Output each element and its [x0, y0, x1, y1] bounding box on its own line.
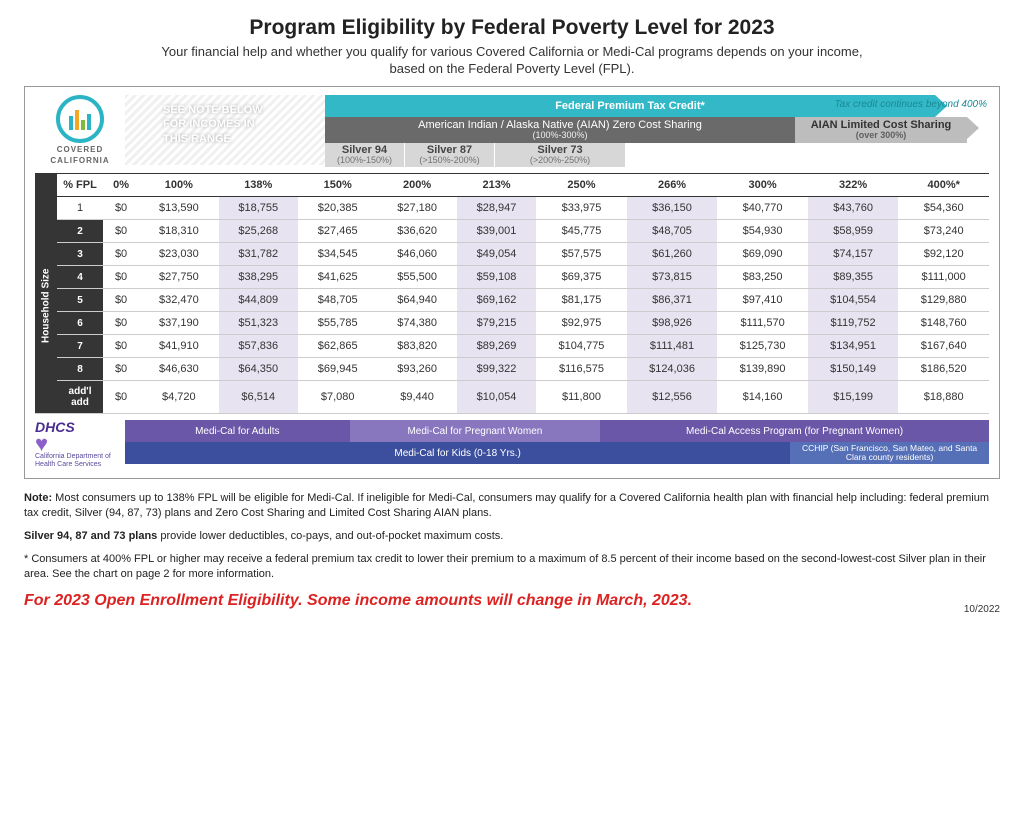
covered-ca-logo: COVERED CALIFORNIA	[35, 95, 125, 165]
table-row: add'l add$0$4,720$6,514$7,080$9,440$10,0…	[35, 381, 989, 414]
note-2: provide lower deductibles, co-pays, and …	[160, 530, 503, 542]
table-row: Household Size1$0$13,590$18,755$20,385$2…	[35, 197, 989, 220]
page-title: Program Eligibility by Federal Poverty L…	[24, 16, 1000, 40]
prog-pregnant: Medi-Cal for Pregnant Women	[350, 420, 601, 442]
band-silver87: Silver 87(>150%-200%)	[405, 143, 495, 167]
table-row: 8$0$46,630$64,350$69,945$93,260$99,322$1…	[35, 358, 989, 381]
band-aian-limited: AIAN Limited Cost Sharing(over 300%)	[795, 117, 967, 143]
dhcs-logo: DHCS ♥ California Department of Health C…	[35, 420, 125, 468]
bottom-program-bars: DHCS ♥ California Department of Health C…	[35, 420, 989, 468]
fpl-table: % FPL0%100%138%150%200%213%250%266%300%3…	[35, 173, 989, 414]
footnotes: Note: Most consumers up to 138% FPL will…	[24, 491, 1000, 581]
note-2-lead: Silver 94, 87 and 73 plans	[24, 530, 157, 542]
prog-cchip: CCHIP (San Francisco, San Mateo, and San…	[790, 442, 989, 464]
table-row: 7$0$41,910$57,836$62,865$83,820$89,269$1…	[35, 335, 989, 358]
see-note-label: SEE NOTE BELOWFOR INCOMES INTHIS RANGE	[163, 103, 263, 146]
enrollment-note: For 2023 Open Enrollment Eligibility. So…	[24, 592, 1000, 610]
chart-frame: COVERED CALIFORNIA SEE NOTE BELOWFOR INC…	[24, 86, 1000, 479]
table-row: 2$0$18,310$25,268$27,465$36,620$39,001$4…	[35, 220, 989, 243]
prog-access: Medi-Cal Access Program (for Pregnant Wo…	[600, 420, 989, 442]
band-silver94: Silver 94(100%-150%)	[325, 143, 405, 167]
table-row: 5$0$32,470$44,809$48,705$64,940$69,162$8…	[35, 289, 989, 312]
band-silver73: Silver 73(>200%-250%)	[495, 143, 625, 167]
table-row: 4$0$27,750$38,295$41,625$55,500$59,108$6…	[35, 266, 989, 289]
note-3: * Consumers at 400% FPL or higher may re…	[24, 552, 1000, 582]
band-fed-tax-cont: Tax credit continues beyond 400%	[834, 99, 987, 110]
table-row: 3$0$23,030$31,782$34,545$46,060$49,054$5…	[35, 243, 989, 266]
subtitle-1: Your financial help and whether you qual…	[24, 44, 1000, 59]
prog-kids: Medi-Cal for Kids (0-18 Yrs.)	[125, 442, 790, 464]
date-stamp: 10/2022	[964, 604, 1000, 615]
band-aian-zero: American Indian / Alaska Native (AIAN) Z…	[325, 117, 795, 143]
note-1: Most consumers up to 138% FPL will be el…	[24, 492, 989, 519]
subtitle-2: based on the Federal Poverty Level (FPL)…	[24, 61, 1000, 76]
prog-adults: Medi-Cal for Adults	[125, 420, 350, 442]
table-row: 6$0$37,190$51,323$55,785$74,380$79,215$9…	[35, 312, 989, 335]
